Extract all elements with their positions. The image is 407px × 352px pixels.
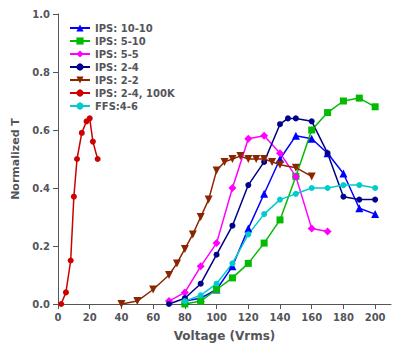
svg-text:180: 180 — [333, 312, 354, 323]
svg-text:0.4: 0.4 — [32, 183, 50, 194]
svg-text:120: 120 — [238, 312, 259, 323]
svg-text:140: 140 — [270, 312, 291, 323]
svg-text:0.8: 0.8 — [32, 67, 50, 78]
svg-text:40: 40 — [114, 312, 128, 323]
svg-text:20: 20 — [83, 312, 97, 323]
svg-text:60: 60 — [146, 312, 160, 323]
svg-text:IPS: 5-5: IPS: 5-5 — [95, 49, 139, 60]
svg-text:IPS: 10-10: IPS: 10-10 — [95, 23, 153, 34]
svg-text:1.0: 1.0 — [32, 9, 50, 20]
svg-text:IPS: 2-4, 100K: IPS: 2-4, 100K — [95, 88, 176, 99]
svg-text:Normalized T: Normalized T — [9, 118, 22, 200]
svg-text:160: 160 — [301, 312, 322, 323]
svg-text:IPS: 5-10: IPS: 5-10 — [95, 36, 146, 47]
svg-text:100: 100 — [206, 312, 227, 323]
svg-text:80: 80 — [178, 312, 192, 323]
svg-text:FFS:4-6: FFS:4-6 — [95, 101, 138, 112]
svg-text:IPS: 2-2: IPS: 2-2 — [95, 75, 139, 86]
svg-text:0.2: 0.2 — [32, 241, 50, 252]
svg-text:0.0: 0.0 — [32, 299, 50, 310]
svg-text:IPS: 2-4: IPS: 2-4 — [95, 62, 139, 73]
svg-text:200: 200 — [365, 312, 386, 323]
svg-text:Voltage (Vrms): Voltage (Vrms) — [174, 329, 276, 343]
svg-text:0: 0 — [55, 312, 62, 323]
svg-text:0.6: 0.6 — [32, 125, 50, 136]
